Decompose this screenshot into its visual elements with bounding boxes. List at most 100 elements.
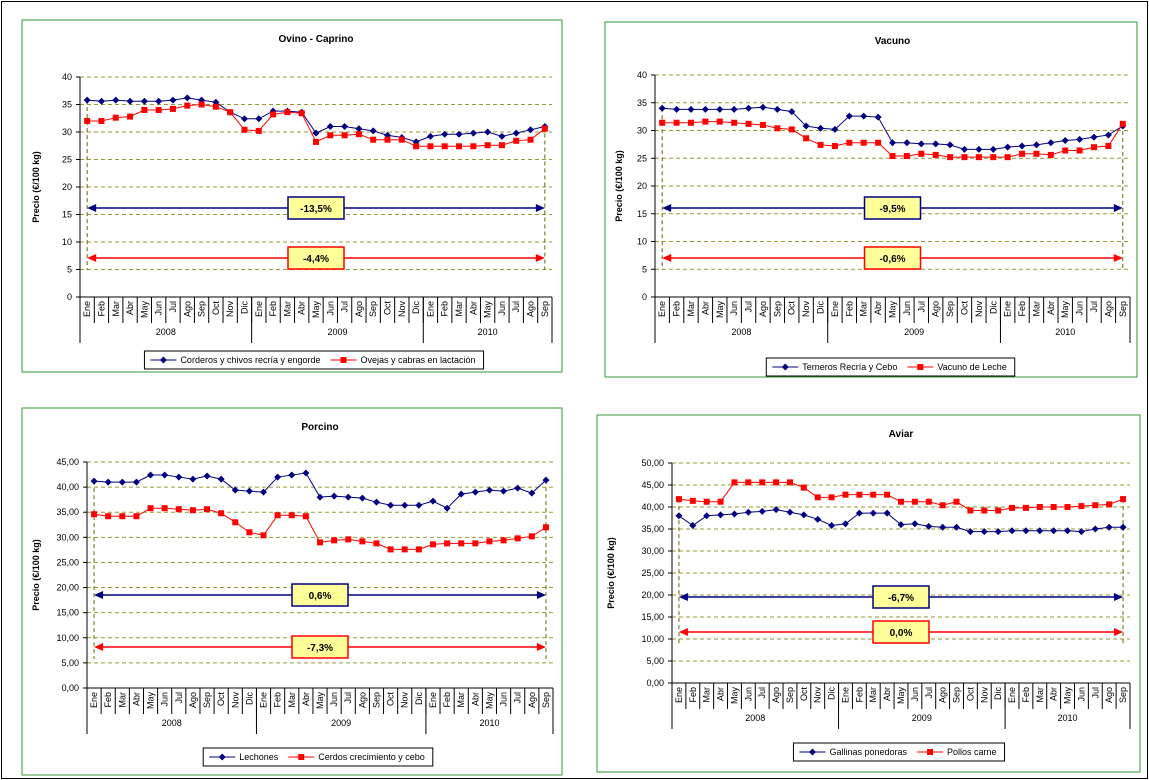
data-point [331,537,338,544]
data-point [387,546,394,553]
x-tick-label: Oct [211,301,221,316]
data-point [441,143,448,150]
data-point [800,484,807,491]
data-point [1090,133,1098,141]
data-point [855,509,863,517]
legend-marker [781,363,789,371]
data-point [284,109,291,116]
x-tick-label: Sep [541,692,551,708]
data-point [814,494,821,501]
x-tick-label: Ene [830,301,840,317]
data-point [1050,527,1058,535]
data-point [161,471,169,479]
x-tick-label: Jun [729,301,739,316]
y-tick-label: 5 [642,264,647,274]
data-point [514,535,521,542]
arrow-head [1113,204,1123,212]
data-point [359,538,366,545]
data-point [717,498,724,505]
annotation-label: 0,6% [309,591,332,602]
data-point [772,506,780,514]
x-tick-label: Abr [1049,687,1059,701]
data-point [1022,527,1030,535]
x-tick-label: Ene [1003,301,1013,317]
x-tick-label: Oct [383,301,393,316]
data-point [372,498,380,506]
annotation-label: -4,4% [303,254,329,265]
data-point [302,513,309,520]
year-label: 2009 [327,327,347,337]
data-point [788,126,795,133]
y-tick-label: 25 [62,155,72,165]
data-point [260,488,268,496]
data-point [112,96,120,104]
data-point [513,137,520,144]
data-point [1105,523,1113,531]
data-point [370,136,377,143]
x-tick-label: Ene [840,687,850,703]
data-point [133,513,140,520]
y-tick-label: 20,00 [56,583,79,593]
data-point [786,508,794,516]
annotation-label: -7,3% [307,643,333,654]
x-tick-label: Mar [282,301,292,317]
x-tick-label: Ago [938,687,948,703]
data-point [456,143,463,150]
data-point [498,132,506,140]
y-tick-label: 30,00 [641,546,664,556]
data-point [800,511,808,519]
y-tick-label: 20 [637,181,647,191]
data-point [1106,501,1113,508]
x-tick-label: May [483,301,493,319]
data-point [860,139,867,146]
x-tick-label: Feb [440,301,450,317]
x-tick-label: Jun [325,301,335,316]
data-point [330,492,338,500]
x-tick-label: Abr [125,301,135,315]
annotation-box [291,583,349,607]
data-point [803,135,810,142]
y-tick-label: 15 [62,210,72,220]
x-tick-label: Dic [816,301,826,314]
data-point [140,97,148,105]
arrow-head [87,254,97,262]
data-point [990,154,997,161]
data-point [260,532,267,539]
data-point [427,143,434,150]
legend-label: Ovejas y cabras en lactación [361,355,476,365]
data-point [1077,528,1085,536]
data-point [316,493,324,501]
x-tick-label: Oct [787,301,797,316]
data-point [189,475,197,483]
x-tick-label: Jul [1089,301,1099,313]
arrow-head [535,204,545,212]
y-tick-label: 15,00 [641,612,664,622]
annotation-box [291,635,349,659]
y-tick-label: 35,00 [56,507,79,517]
x-tick-label: May [1063,687,1073,705]
x-tick-label: Nov [974,301,984,318]
data-point [270,111,277,118]
x-tick-label: May [484,692,494,710]
x-tick-label: May [896,687,906,705]
x-tick-label: May [888,301,898,319]
data-point [528,489,536,497]
data-point [1105,143,1112,150]
y-tick-label: 40 [62,72,72,82]
x-tick-label: Mar [1035,687,1045,703]
data-point [1064,527,1072,535]
data-point [184,102,191,109]
data-point [112,114,119,121]
data-point [947,154,954,161]
y-tick-label: 45,00 [56,457,79,467]
data-point [673,105,681,113]
data-point [189,507,196,514]
x-tick-label: Abr [131,692,141,706]
data-point [659,119,666,126]
data-point [975,154,982,161]
data-point [932,140,940,148]
data-point [218,510,225,517]
x-tick-label: May [311,301,321,319]
data-point [217,475,225,483]
legend-label: Gallinas ponedoras [829,747,907,757]
